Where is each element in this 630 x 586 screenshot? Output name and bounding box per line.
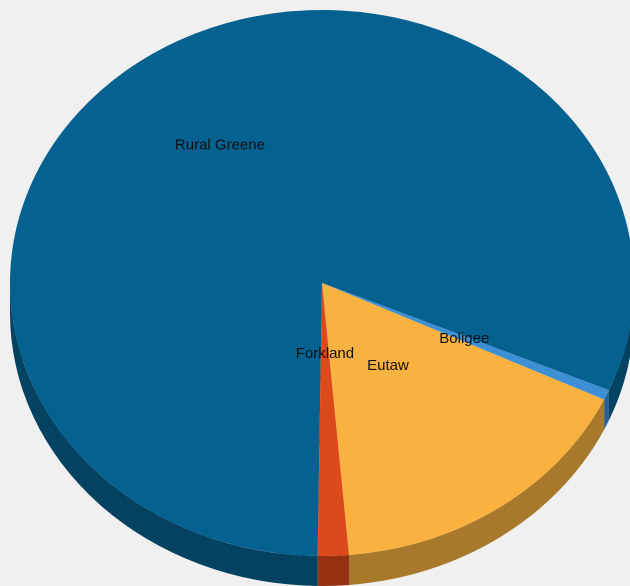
- pie-side-rural-greene: [10, 283, 318, 586]
- pie-slice-eutaw[interactable]: [322, 283, 605, 555]
- pie-side-rural-greene: [608, 326, 630, 421]
- slice-label-eutaw: Eutaw: [367, 357, 409, 374]
- pie-side-boligee: [604, 390, 609, 430]
- slice-labels: Rural Greene Boligee Eutaw Forkland: [175, 137, 489, 374]
- pie-side-forkland: [317, 554, 349, 586]
- slice-label-rural-greene: Rural Greene: [175, 137, 265, 154]
- slice-label-boligee: Boligee: [439, 330, 489, 347]
- pie-slice-rural-greene[interactable]: [10, 10, 630, 556]
- pie-slice-boligee[interactable]: [322, 283, 609, 400]
- slice-label-forkland: Forkland: [296, 345, 354, 362]
- pie-slices: [10, 10, 630, 556]
- pie-slice-forkland[interactable]: [317, 283, 349, 556]
- pie-side-walls: [10, 283, 630, 586]
- pie-side-eutaw: [348, 399, 605, 585]
